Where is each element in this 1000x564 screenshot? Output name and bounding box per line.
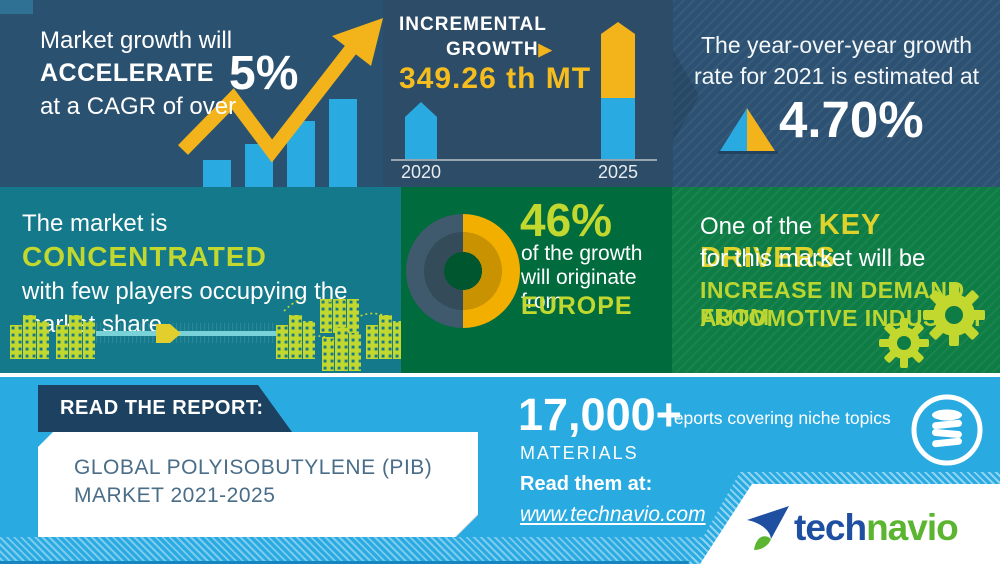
concentration-line2: with few players occupying the — [22, 278, 348, 305]
logo-panel-white — [700, 484, 1000, 564]
incremental-bar-chart — [391, 22, 657, 161]
logo-panel — [688, 472, 1000, 564]
incremental-title-line2: GROWTH — [446, 39, 539, 60]
driver-highlight: KEY DRIVERS — [700, 209, 881, 274]
driver-line2: for this market will be — [700, 245, 926, 272]
panel-region-growth: 46% of the growth will originate from EU… — [401, 187, 672, 373]
region-donut-chart — [406, 214, 520, 328]
category-label: MATERIALS — [520, 443, 639, 463]
cagr-text-normal: Market growth will — [40, 27, 233, 54]
yoy-text-line1: The year-over-year growth — [701, 32, 972, 58]
year-label-2025: 2025 — [597, 162, 639, 182]
cagr-value: 5% — [229, 47, 299, 100]
panel-concentration: The market is CONCENTRATED with few play… — [0, 187, 401, 373]
panel-yoy-growth: The year-over-year growth rate for 2021 … — [673, 0, 1000, 187]
brand-navio: navio — [866, 507, 959, 548]
concentration-text-normal: The market is — [22, 210, 168, 237]
incremental-growth-value: 349.26 th MT — [399, 62, 592, 95]
panel-cagr: Market growth will ACCELERATE at a CAGR … — [0, 0, 383, 187]
up-triangle-icon — [718, 108, 778, 154]
report-title: GLOBAL POLYISOBUTYLENE (PIB) MARKET 2021… — [74, 454, 432, 510]
corner-accent — [0, 0, 33, 14]
yoy-value: 4.70% — [779, 91, 924, 148]
growth-pointer-icon: ▶ — [538, 40, 552, 59]
growth-arrow-chart-icon — [178, 18, 383, 187]
region-name: EUROPE — [521, 292, 633, 320]
city-buildings-icon — [10, 299, 401, 371]
yoy-text-line2: rate for 2021 is estimated at — [693, 63, 980, 89]
hatch-strip — [0, 537, 720, 564]
read-report-banner: READ THE REPORT: — [38, 385, 292, 432]
bottom-edge — [0, 561, 720, 564]
region-line2: will originate from — [521, 266, 637, 313]
concentration-highlight: CONCENTRATED — [22, 241, 267, 272]
page-fold — [455, 514, 478, 537]
report-title-line2: MARKET 2021-2025 — [74, 484, 276, 507]
technavio-arrow-leaf-icon — [747, 506, 789, 550]
driver-line1: One of the KEY DRIVERS — [700, 209, 1000, 275]
report-stack-icon — [911, 394, 983, 466]
region-line1: of the growth — [521, 242, 643, 265]
brand-tech: tech — [794, 507, 867, 548]
technavio-wordmark: technavio — [794, 507, 959, 549]
gears-icon — [879, 284, 985, 368]
cagr-text: Market growth will ACCELERATE at a CAGR … — [40, 24, 383, 123]
panel-incremental-growth: INCREMENTAL GROWTH▶ 349.26 th MT 2020 20… — [383, 0, 673, 187]
report-title-card[interactable]: GLOBAL POLYISOBUTYLENE (PIB) MARKET 2021… — [38, 432, 478, 537]
reports-count: 17,000+ — [518, 389, 682, 440]
region-value: 46% — [520, 194, 613, 246]
yoy-text: The year-over-year growth rate for 2021 … — [673, 30, 1000, 92]
reports-caption: reports covering niche topics — [668, 408, 891, 428]
read-them-at-label: Read them at: — [520, 473, 653, 495]
incremental-title-line1: INCREMENTAL — [399, 14, 547, 35]
driver-text-normal: One of the — [700, 213, 819, 240]
year-label-2020: 2020 — [400, 162, 442, 182]
row-separator — [0, 373, 1000, 377]
technavio-logo[interactable]: technavio — [746, 505, 959, 551]
cagr-text-line2: at a CAGR of over — [40, 93, 237, 120]
technavio-url-link[interactable]: www.technavio.com — [520, 503, 706, 526]
cagr-text-highlight: ACCELERATE — [40, 59, 214, 87]
report-title-line1: GLOBAL POLYISOBUTYLENE (PIB) — [74, 456, 433, 479]
driver-line3: INCREASE IN DEMAND FROM — [700, 277, 965, 330]
footer: READ THE REPORT: GLOBAL POLYISOBUTYLENE … — [0, 377, 1000, 564]
panel-key-drivers: One of the KEY DRIVERS for this market w… — [672, 187, 1000, 373]
incremental-growth-title: INCREMENTAL GROWTH▶ — [399, 12, 552, 62]
